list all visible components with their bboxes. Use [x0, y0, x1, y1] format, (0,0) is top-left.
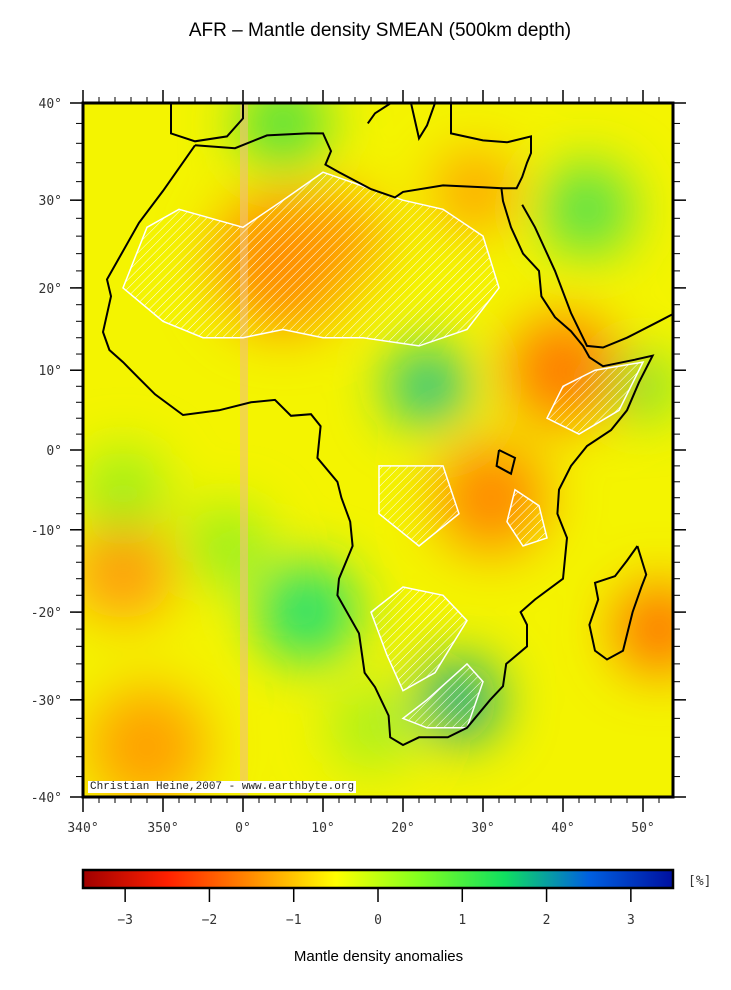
colorbar-tick-label: 2: [543, 913, 551, 928]
colorbar-tick-label: −3: [117, 913, 133, 928]
colorbar-label: Mantle density anomalies: [293, 948, 464, 965]
colorbar-tick-label: 0: [374, 913, 382, 928]
lon-tick-label: 0°: [235, 821, 251, 836]
hatched-region: [122, 171, 500, 347]
lon-tick-label: 350°: [147, 821, 178, 836]
anomaly-blob: [417, 368, 453, 405]
lat-tick-label: 30°: [39, 194, 62, 209]
density-field: [83, 103, 673, 797]
map-title: AFR – Mantle density SMEAN (500km depth): [188, 20, 572, 41]
lat-tick-label: -30°: [31, 694, 62, 709]
hatched-region: [378, 465, 460, 547]
lon-tick-label: 10°: [311, 821, 334, 836]
colorbar-tick-label: −2: [202, 913, 218, 928]
hatched-region: [370, 586, 468, 692]
coastline: [170, 103, 244, 143]
lon-tick-label: 30°: [471, 821, 494, 836]
anomaly-blob: [83, 449, 163, 530]
hatched-region: [506, 488, 548, 547]
data-seam-stripe: [240, 103, 248, 797]
lon-tick-label: 50°: [631, 821, 654, 836]
lat-tick-label: -40°: [31, 791, 62, 806]
anomaly-blob: [87, 686, 207, 797]
coastline: [450, 103, 532, 190]
lon-tick-label: 20°: [391, 821, 414, 836]
lon-tick-label: 40°: [551, 821, 574, 836]
coastline: [366, 103, 392, 124]
coastline: [521, 204, 673, 349]
anomaly-blob: [83, 520, 173, 621]
lon-tick-label: 340°: [67, 821, 98, 836]
lat-tick-label: 10°: [39, 364, 62, 379]
anomaly-blob: [435, 150, 515, 231]
colorbar: −3 −2 −1 0 1 2 3 [%]: [81, 868, 711, 928]
colorbar-tick-label: 1: [458, 913, 466, 928]
anomaly-blob: [331, 687, 411, 768]
lat-tick-label: 40°: [39, 97, 62, 112]
credit-text: Christian Heine,2007 - www.earthbyte.org: [88, 781, 357, 793]
colorbar-unit: [%]: [688, 874, 711, 889]
colorbar-tick-label: 3: [627, 913, 635, 928]
hatched-region: [545, 361, 645, 435]
coastline: [495, 449, 517, 476]
lat-tick-label: 0°: [46, 444, 62, 459]
anomaly-blob: [614, 584, 673, 675]
coastline: [410, 103, 436, 142]
anomaly-blob: [187, 505, 267, 586]
lat-tick-label: -10°: [31, 524, 62, 539]
africa-coastline: [101, 132, 655, 747]
coastline: [588, 545, 648, 661]
anomaly-blob: [238, 103, 328, 169]
anomaly-blob: [257, 562, 357, 663]
lat-tick-label: 20°: [39, 282, 62, 297]
lat-tick-label: -20°: [31, 606, 62, 621]
anomaly-blob: [542, 164, 632, 255]
colorbar-tick-label: −1: [286, 913, 302, 928]
